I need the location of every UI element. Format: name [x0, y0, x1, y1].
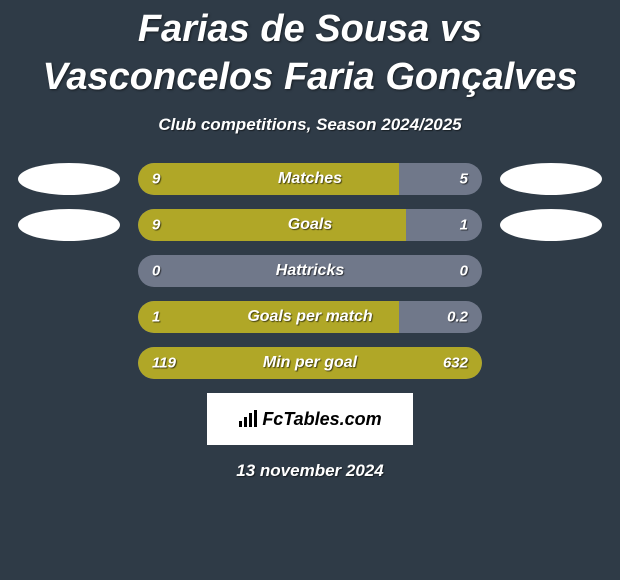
player-avatar-left: [18, 209, 120, 241]
bar-chart-icon: [238, 410, 258, 428]
stat-row: 0 Hattricks 0: [0, 255, 620, 287]
logo-text: FcTables.com: [262, 409, 381, 430]
subtitle: Club competitions, Season 2024/2025: [0, 115, 620, 135]
stat-bar-track: 9 Goals 1: [138, 209, 482, 241]
stat-value-left: 0: [152, 263, 160, 280]
stat-value-left: 119: [152, 355, 176, 372]
stat-value-right: 0: [460, 263, 468, 280]
stat-label: Goals: [288, 216, 332, 234]
stat-label: Min per goal: [263, 354, 357, 372]
stat-bar-track: 9 Matches 5: [138, 163, 482, 195]
player-avatar-right: [500, 163, 602, 195]
stat-value-left: 9: [152, 217, 160, 234]
comparison-chart: 9 Matches 5 9 Goals 1 0 Hattricks 0 1 Goals per ma…: [0, 163, 620, 379]
stat-value-right: 0.2: [447, 309, 468, 326]
player-avatar-left: [18, 163, 120, 195]
stat-row: 119 Min per goal 632: [0, 347, 620, 379]
player-avatar-right: [500, 209, 602, 241]
logo-box: FcTables.com: [207, 393, 413, 445]
stat-bar-track: 119 Min per goal 632: [138, 347, 482, 379]
stat-value-right: 632: [443, 355, 468, 372]
bar-segment-left: [138, 209, 406, 241]
stat-row: 1 Goals per match 0.2: [0, 301, 620, 333]
bar-segment-left: [138, 163, 399, 195]
stat-value-left: 9: [152, 171, 160, 188]
stat-bar-track: 0 Hattricks 0: [138, 255, 482, 287]
stat-row: 9 Matches 5: [0, 163, 620, 195]
stat-label: Hattricks: [276, 262, 344, 280]
stat-row: 9 Goals 1: [0, 209, 620, 241]
date-label: 13 november 2024: [0, 461, 620, 481]
stat-value-right: 5: [460, 171, 468, 188]
stat-value-right: 1: [460, 217, 468, 234]
stat-value-left: 1: [152, 309, 160, 326]
page-title: Farias de Sousa vs Vasconcelos Faria Gon…: [0, 0, 620, 101]
stat-label: Matches: [278, 170, 342, 188]
stat-bar-track: 1 Goals per match 0.2: [138, 301, 482, 333]
stat-label: Goals per match: [247, 308, 372, 326]
